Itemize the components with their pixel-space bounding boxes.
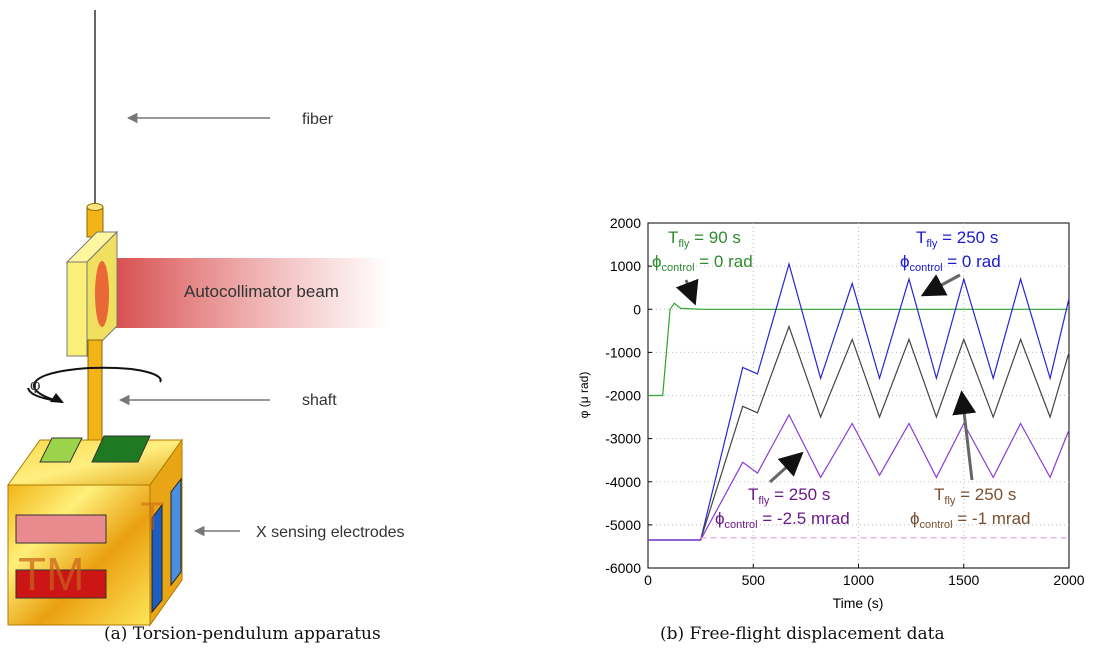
annotation-purple-line1: Tfly = 250 s <box>748 485 830 507</box>
series-250s-1mrad <box>648 324 1070 541</box>
x-tick-label: 500 <box>742 572 766 588</box>
y-tick-label: -2000 <box>605 388 641 404</box>
beam-label: Autocollimator beam <box>184 282 339 301</box>
electrodes-label: X sensing electrodes <box>256 524 405 541</box>
annotation-brown-line1: Tfly = 250 s <box>934 485 1016 507</box>
series-group <box>648 261 1070 541</box>
y-tick-label: -3000 <box>605 431 641 447</box>
x-tick-label: 1000 <box>843 572 874 588</box>
x-tick-label: 2000 <box>1053 572 1084 588</box>
y-tick-label: 2000 <box>610 215 641 231</box>
phi-label: φ <box>30 376 41 394</box>
series-250s-2p5mrad <box>648 413 1070 541</box>
autocollimator-beam <box>100 258 390 328</box>
caption-b: (b) Free-flight displacement data <box>660 624 945 644</box>
y-tick-label: 0 <box>633 301 641 317</box>
test-mass-front <box>7 484 151 626</box>
caption-a: (a) Torsion-pendulum apparatus <box>104 624 381 644</box>
x-tick-label: 0 <box>644 572 652 588</box>
mirror-block <box>66 261 88 357</box>
series-90s-0rad <box>648 302 1069 397</box>
y-tick-label: -4000 <box>605 474 641 490</box>
tm-label: TM <box>18 548 84 600</box>
series-250s-0rad <box>648 261 1070 541</box>
annotation-purple-line2: ϕcontrol = -2.5 mrad <box>715 509 850 531</box>
x-tick-label: 1500 <box>948 572 979 588</box>
side-electrode-2 <box>170 477 182 587</box>
y-axis-label: φ (μ rad) <box>577 372 591 419</box>
x-axis-label: Time (s) <box>833 595 884 611</box>
front-electrode-pink <box>15 514 107 544</box>
free-flight-chart: 0 500 1000 1500 2000 -6000 -5000 -4000 -3000 -200… <box>577 215 1085 611</box>
svg-text:T: T <box>140 495 164 539</box>
y-tick-label: -6000 <box>605 560 641 576</box>
y-tick-label: -5000 <box>605 517 641 533</box>
annotation-blue-line1: Tfly = 250 s <box>916 228 998 250</box>
side-electrode-1 <box>151 503 163 614</box>
top-electrode-dark <box>91 435 151 463</box>
fiber-label: fiber <box>302 111 334 128</box>
y-tick-label: 1000 <box>610 258 641 274</box>
y-tick-label: -1000 <box>605 344 641 360</box>
top-electrode-light <box>39 437 83 463</box>
tick-labels: 0 500 1000 1500 2000 -6000 -5000 -4000 -3000 -200… <box>605 215 1085 588</box>
front-electrode-red <box>15 569 107 599</box>
apparatus-illustration: TM T <box>7 10 390 627</box>
shaft-label: shaft <box>302 392 337 409</box>
